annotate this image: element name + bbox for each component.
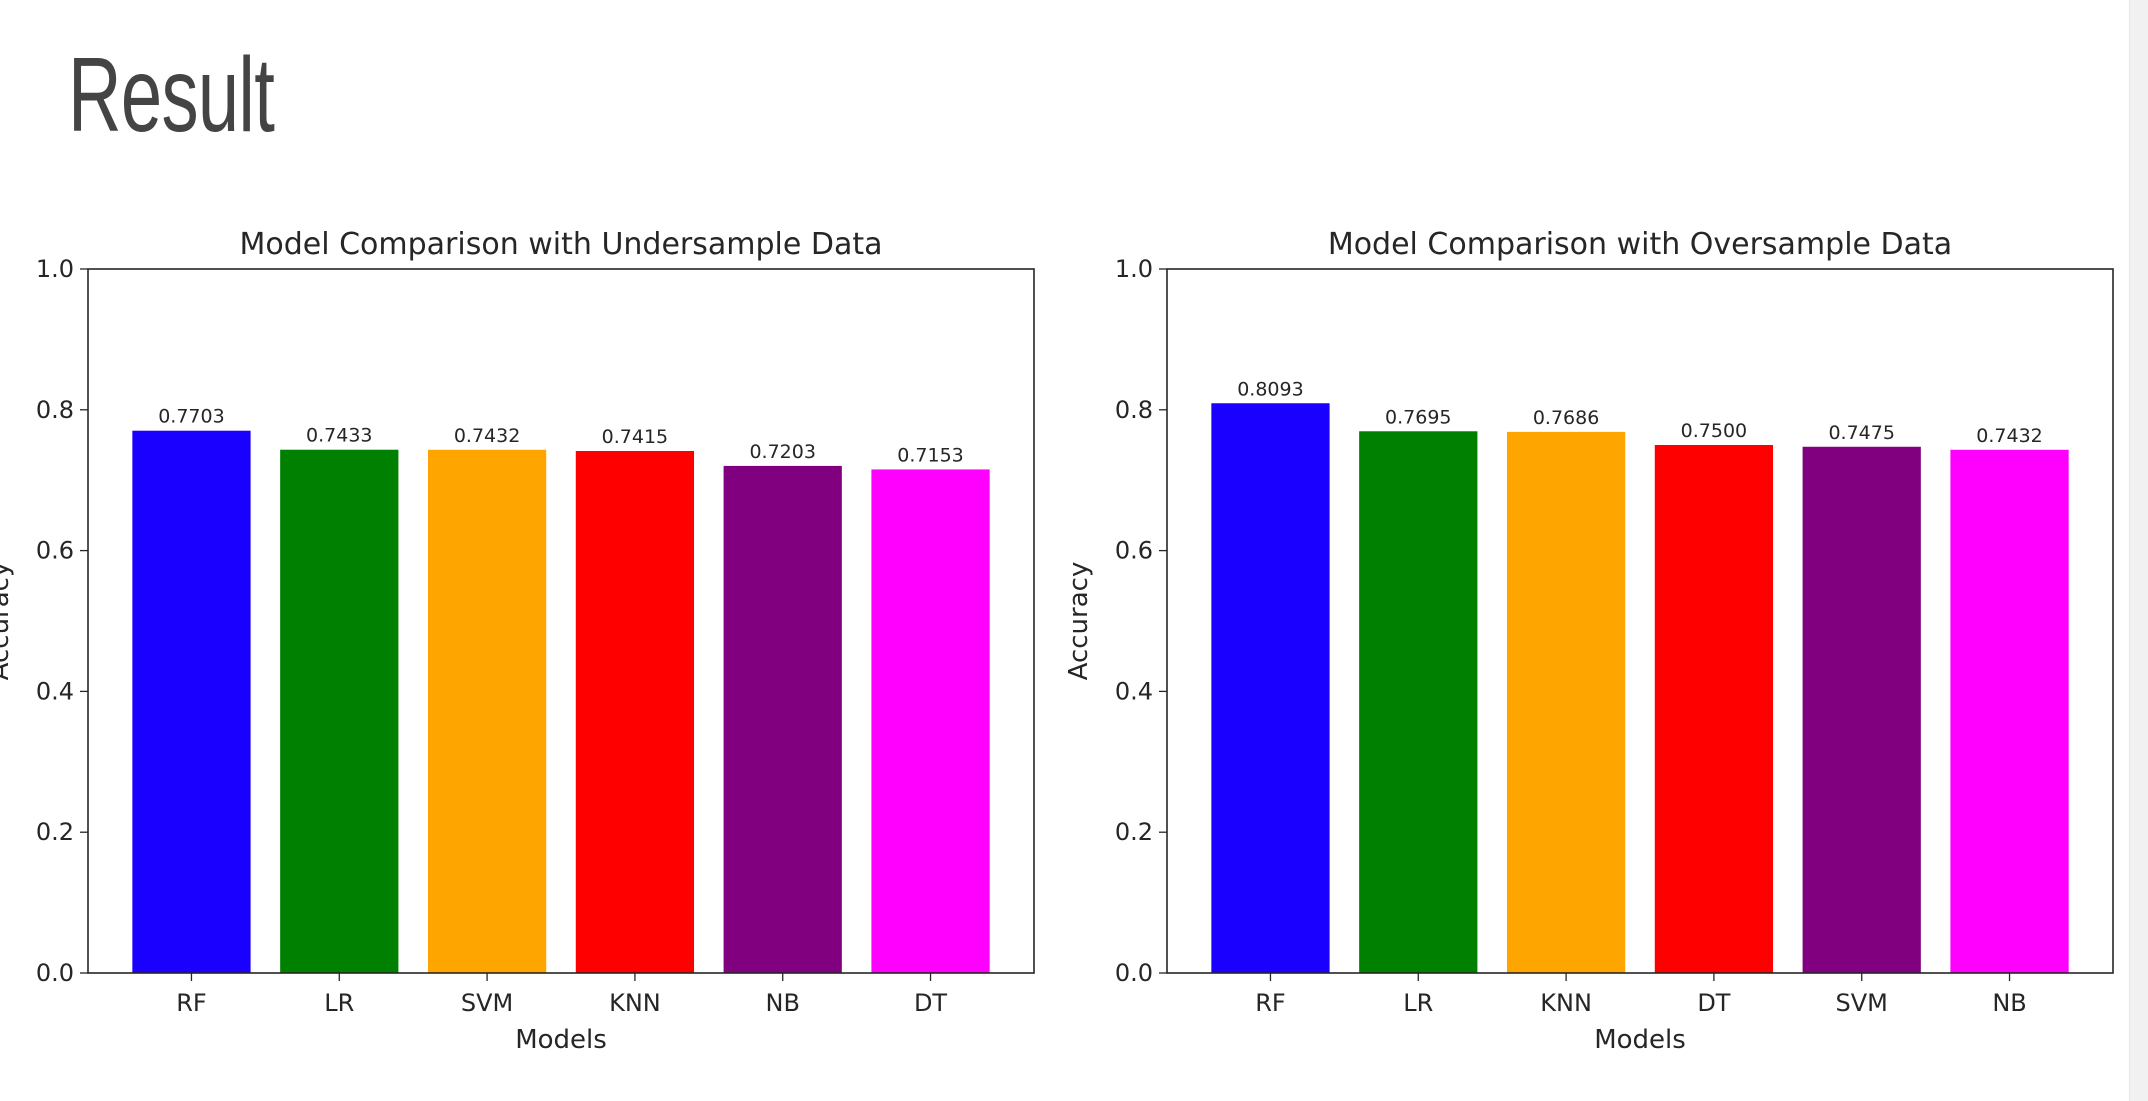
y-axis-label: Accuracy <box>0 562 15 681</box>
x-tick-label: RF <box>1255 989 1285 1017</box>
chart-title: Model Comparison with Oversample Data <box>1328 227 1952 262</box>
y-axis-label: Accuracy <box>1064 562 1094 681</box>
y-tick-label: 1.0 <box>1115 255 1153 283</box>
x-tick-label: KNN <box>609 989 661 1017</box>
slide-title: Result <box>68 36 275 154</box>
y-tick-label: 1.0 <box>36 255 74 283</box>
y-tick-label: 0.0 <box>36 959 74 987</box>
x-tick-label: NB <box>766 989 800 1017</box>
y-tick-label: 0.4 <box>36 677 74 705</box>
y-tick-label: 0.6 <box>1115 537 1153 565</box>
bar-rf <box>1211 403 1330 973</box>
x-tick-label: KNN <box>1540 989 1592 1017</box>
value-label: 0.7475 <box>1828 422 1894 444</box>
bar-lr <box>280 449 399 973</box>
x-axis-label: Models <box>1594 1025 1686 1055</box>
bar-nb <box>1950 449 2069 973</box>
x-tick-label: SVM <box>461 989 513 1017</box>
chart-title: Model Comparison with Undersample Data <box>240 227 883 262</box>
y-tick-label: 0.8 <box>1115 396 1153 424</box>
bar-dt <box>1654 445 1774 973</box>
value-label: 0.7703 <box>158 406 224 428</box>
bar-dt <box>871 469 990 973</box>
y-tick-label: 0.6 <box>36 537 74 565</box>
value-label: 0.7695 <box>1385 406 1451 428</box>
x-tick-label: NB <box>1992 989 2026 1017</box>
x-tick-label: RF <box>176 989 206 1017</box>
value-label: 0.7415 <box>602 426 668 448</box>
bar-svm <box>427 449 547 973</box>
x-tick-label: DT <box>1697 989 1730 1017</box>
y-tick-label: 0.0 <box>1115 959 1153 987</box>
x-tick-label: LR <box>324 989 354 1017</box>
value-label: 0.7203 <box>749 441 815 463</box>
bar-lr <box>1359 431 1478 974</box>
value-label: 0.7153 <box>897 444 963 466</box>
bar-svm <box>1802 446 1921 973</box>
plot-frame <box>87 268 1035 974</box>
value-label: 0.7500 <box>1681 420 1747 442</box>
bar-knn <box>575 450 695 973</box>
y-tick-label: 0.2 <box>36 818 74 846</box>
y-tick-label: 0.8 <box>36 396 74 424</box>
x-tick-label: LR <box>1403 989 1433 1017</box>
value-label: 0.7432 <box>454 425 520 447</box>
value-label: 0.7432 <box>1976 425 2042 447</box>
y-tick-label: 0.2 <box>1115 818 1153 846</box>
y-tick-label: 0.4 <box>1115 677 1153 705</box>
plot-frame <box>1166 268 2114 974</box>
chart-undersample: 0.7703 RF 0.7433 LR 0.7432 SVM 0.7415 KNN 0.7203… <box>0 227 1035 1055</box>
x-axis-label: Models <box>515 1025 607 1055</box>
bar-nb <box>723 465 842 973</box>
bar-knn <box>1506 431 1626 973</box>
value-label: 0.7433 <box>306 425 372 447</box>
chart-oversample: 0.8093 RF 0.7695 LR 0.7686 KNN 0.7500 DT 0.7475 S… <box>1064 227 2114 1055</box>
x-tick-label: DT <box>914 989 947 1017</box>
x-tick-label: SVM <box>1836 989 1888 1017</box>
value-label: 0.7686 <box>1533 407 1599 429</box>
value-label: 0.8093 <box>1237 378 1303 400</box>
vertical-scrollbar[interactable] <box>2129 0 2148 1101</box>
bar-rf <box>132 430 251 973</box>
